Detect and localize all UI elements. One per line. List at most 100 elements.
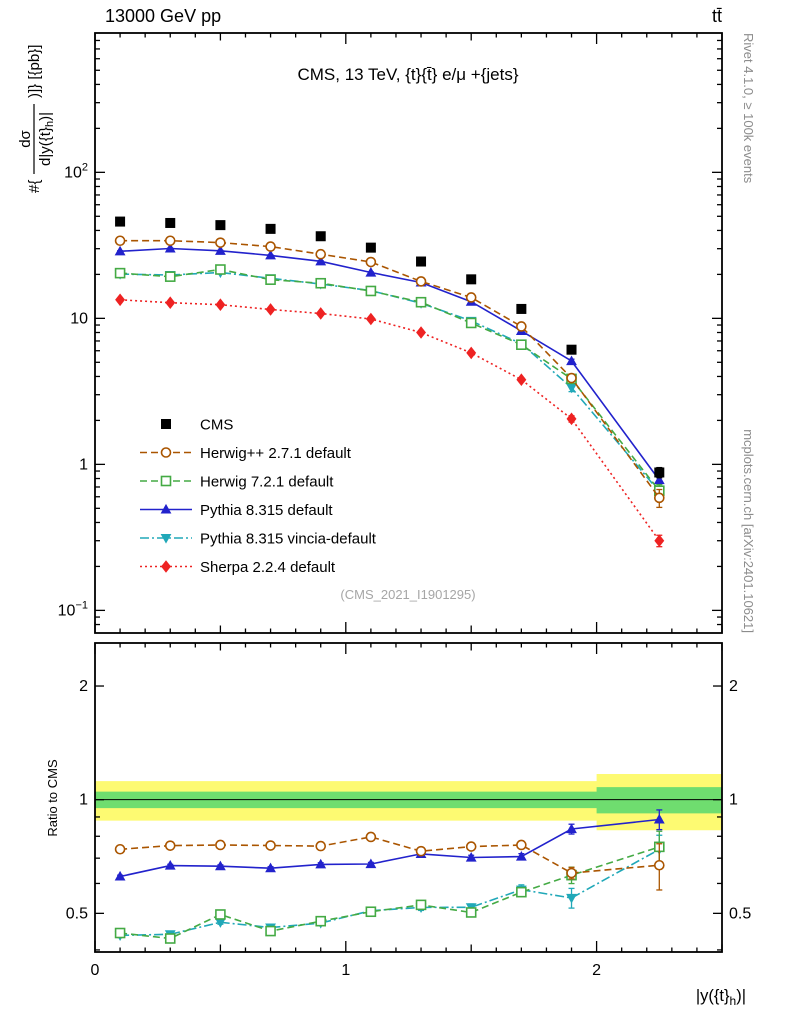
marker-square-open <box>365 285 377 297</box>
marker-diamond-filled <box>215 298 226 312</box>
marker-square-open <box>164 933 176 944</box>
xlabel-pre: |y({t} <box>696 987 730 1005</box>
marker-square-filled <box>654 467 665 478</box>
marker-circle-open <box>653 492 665 504</box>
marker-square-filled <box>161 419 171 429</box>
marker-diamond-filled <box>366 978 376 991</box>
marker-circle-open <box>265 840 276 851</box>
analysis-watermark: (CMS_2021_I1901295) <box>340 587 475 602</box>
marker-square-filled <box>416 256 427 267</box>
marker-triangle-up <box>265 249 276 260</box>
marker-square-open <box>516 339 527 350</box>
y-label-denominator: d|y({t}h)| <box>37 112 56 166</box>
marker-square-open <box>215 264 226 275</box>
marker-square-filled <box>466 274 477 285</box>
marker-diamond-filled <box>161 560 171 573</box>
tick-base: 10 <box>70 310 88 327</box>
marker-square-open <box>160 475 172 487</box>
marker-circle-open <box>215 237 226 248</box>
marker-square-open <box>465 317 477 329</box>
tick-base: 1 <box>79 456 88 473</box>
rivet-version-note: Rivet 4.1.0, ≥ 100k events <box>741 33 756 184</box>
tick-base: 10 <box>58 602 76 619</box>
legend: CMS Herwig++ 2.7.1 default Herwig 7.2.1 de… <box>140 417 377 576</box>
marker-circle-open <box>566 372 577 384</box>
legend-item-pythia-8-315-vincia-default: Pythia 8.315 vincia-default <box>140 531 377 548</box>
series-herwig-2-7-1-default-ratio <box>114 831 665 891</box>
marker-diamond-filled <box>316 993 326 1006</box>
x-axis-tick-label: 2 <box>592 962 601 979</box>
marker-circle-open <box>516 839 527 851</box>
marker-triangle-down <box>566 893 577 904</box>
marker-diamond-filled <box>416 977 426 990</box>
ratio-axis-label: Ratio to CMS <box>45 759 60 837</box>
marker-square-open <box>315 277 327 289</box>
marker-triangle-up <box>515 850 527 861</box>
legend-item-pythia-8-315-default: Pythia 8.315 default <box>140 502 333 519</box>
marker-diamond-filled <box>115 293 126 307</box>
ratio-tick-label-right: 0.5 <box>729 905 751 922</box>
marker-triangle-down <box>215 918 226 928</box>
marker-triangle-up <box>114 870 126 881</box>
beam-energy-label: 13000 GeV pp <box>105 6 221 26</box>
legend-label: Sherpa 2.2.4 default <box>200 559 336 576</box>
marker-circle-open <box>164 235 176 247</box>
marker-diamond-filled <box>567 972 577 985</box>
y-label-prefix: #{ <box>26 180 43 193</box>
legend-label: Herwig++ 2.7.1 default <box>200 445 352 462</box>
marker-circle-open <box>415 845 427 857</box>
marker-diamond-filled <box>165 1000 175 1013</box>
den-pre: d|y({t} <box>37 127 54 166</box>
ratio-bands-layer <box>95 773 722 831</box>
tick-base: 10 <box>64 164 82 181</box>
marker-square-filled <box>265 223 276 234</box>
xlabel-post: )| <box>736 987 746 1005</box>
y-axis-tick-label: 1 <box>79 456 88 473</box>
legend-item-herwig-2-7-1-default: Herwig++ 2.7.1 default <box>140 445 352 462</box>
marker-circle-open <box>566 867 577 879</box>
ratio-tick-label-left: 2 <box>79 678 88 695</box>
marker-triangle-up <box>215 860 226 871</box>
marker-diamond-filled <box>266 1002 276 1015</box>
marker-square-open <box>114 927 126 939</box>
marker-triangle-up <box>566 823 577 834</box>
marker-triangle-down <box>160 533 172 544</box>
marker-diamond-filled <box>265 303 276 316</box>
marker-triangle-up <box>164 242 176 253</box>
marker-diamond-filled <box>516 373 527 387</box>
marker-diamond-filled <box>516 976 526 989</box>
series-herwig-7-2-1-default-main <box>114 264 665 499</box>
marker-diamond-filled <box>165 296 176 309</box>
marker-circle-open <box>315 840 327 852</box>
marker-diamond-filled <box>466 346 477 360</box>
series-line-herwig-7-2-1-default <box>120 846 660 940</box>
x-axis-tick-label: 0 <box>91 962 100 979</box>
marker-square-open <box>265 925 276 937</box>
marker-triangle-up <box>160 503 172 514</box>
ratio-tick-label-right: 2 <box>729 678 738 695</box>
series-line-herwig-2-7-1-default <box>120 239 660 499</box>
y-label-numerator: dσ <box>17 129 34 147</box>
marker-diamond-filled <box>654 534 665 548</box>
marker-diamond-filled <box>566 412 577 426</box>
marker-triangle-up <box>114 245 126 256</box>
marker-triangle-up <box>215 245 226 255</box>
legend-item-sherpa-2-2-4-default: Sherpa 2.2.4 default <box>140 559 336 576</box>
x-axis-label-group: |y({t}h)| <box>696 987 746 1008</box>
marker-diamond-filled <box>365 312 376 326</box>
marker-triangle-up <box>465 851 477 862</box>
marker-circle-open <box>465 841 477 852</box>
marker-diamond-filled <box>654 970 664 983</box>
y-axis-tick-label: 102 <box>64 161 88 181</box>
series-sherpa-2-2-4-default-main <box>115 293 665 548</box>
marker-square-open <box>114 267 126 279</box>
marker-square-filled <box>566 344 577 355</box>
marker-square-filled <box>115 216 126 227</box>
marker-diamond-filled <box>215 999 225 1012</box>
legend-label: Herwig 7.2.1 default <box>200 474 334 491</box>
legend-label: Pythia 8.315 vincia-default <box>200 531 377 548</box>
series-line-herwig-2-7-1-default <box>120 836 660 874</box>
marker-square-open <box>265 274 276 285</box>
marker-square-open <box>465 907 477 918</box>
